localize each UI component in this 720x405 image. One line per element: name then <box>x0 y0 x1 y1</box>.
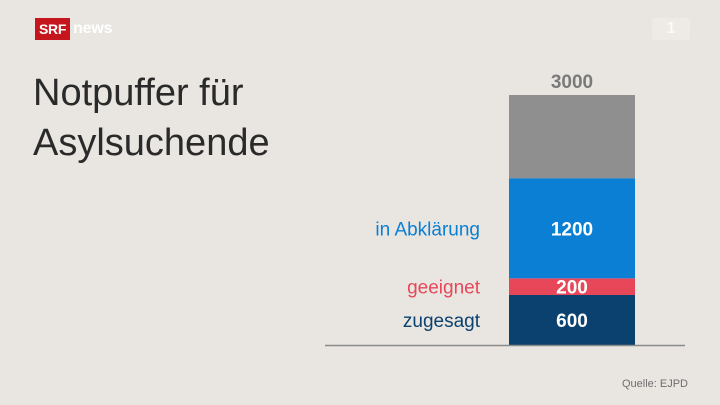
srf-news-logo: SRF news <box>35 18 113 40</box>
chart-title: Notpuffer für Asylsuchende <box>33 68 333 168</box>
bar-segment-zugesagt <box>509 295 635 345</box>
bar-remainder <box>509 95 635 179</box>
category-label-zugesagt: zugesagt <box>403 311 481 332</box>
news-logo-text: news <box>73 20 113 37</box>
chart-title-line-1: Notpuffer für <box>33 72 244 114</box>
chart-title-line-2: Asylsuchende <box>33 122 270 164</box>
channel-watermark: 1 <box>652 18 690 40</box>
data-label-geeignet: 200 <box>556 278 588 299</box>
srf-logo-box: SRF <box>35 18 71 40</box>
total-label: 3000 <box>551 72 593 93</box>
category-label-in-abkl-rung: in Abklärung <box>375 219 480 240</box>
source-note: Quelle: EJPD <box>621 378 688 390</box>
category-label-geeignet: geeignet <box>407 278 481 299</box>
data-label-zugesagt: 600 <box>556 311 588 332</box>
bar-segment-in-abkl-rung <box>509 178 635 279</box>
bar-segment-geeignet <box>509 278 635 295</box>
data-label-in-abkl-rung: 1200 <box>551 219 593 240</box>
